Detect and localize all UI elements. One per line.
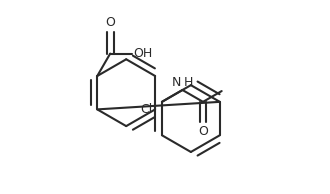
Text: OH: OH xyxy=(133,47,153,60)
Text: O: O xyxy=(198,125,208,138)
Text: Cl: Cl xyxy=(140,103,152,116)
Text: N: N xyxy=(172,76,182,89)
Text: H: H xyxy=(183,76,193,89)
Text: O: O xyxy=(105,16,115,29)
